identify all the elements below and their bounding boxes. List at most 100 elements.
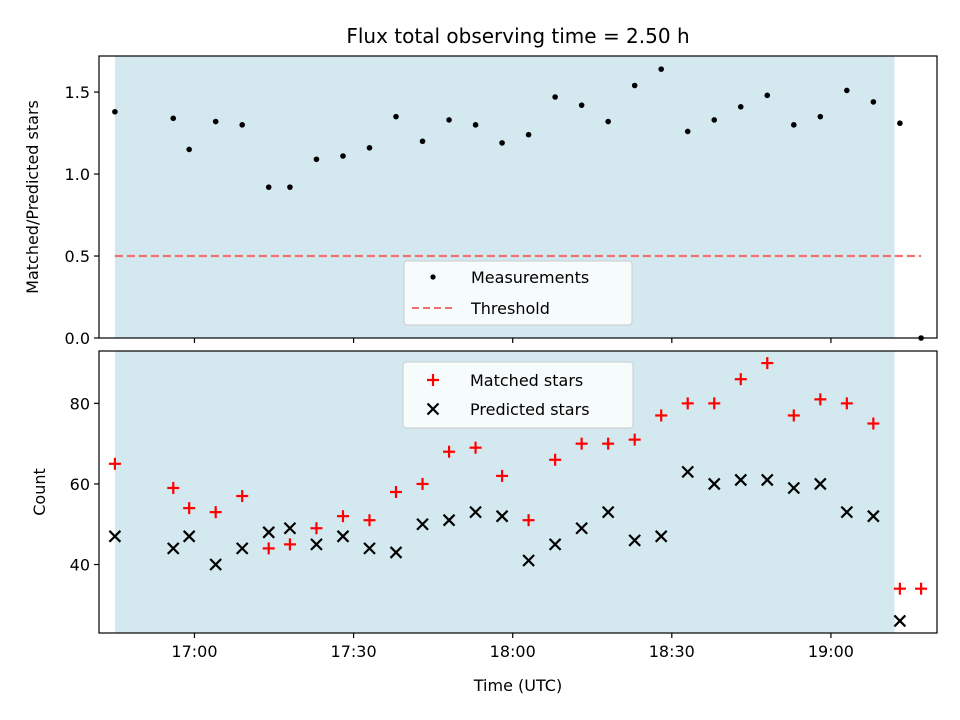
predicted-point-13 [442, 513, 456, 527]
predicted-point-17 [548, 538, 562, 551]
matched-point-11 [390, 486, 403, 498]
predicted-point-19-b [601, 505, 615, 519]
measurement-point-22 [684, 128, 691, 135]
predicted-point-7 [283, 521, 297, 535]
predicted-point-8-b [310, 538, 323, 551]
matched-point-22 [681, 397, 694, 410]
count-legend-box [402, 361, 634, 429]
measurement-point-27 [817, 113, 824, 120]
ratio-y-tick-label: 0.5 [65, 247, 90, 266]
predicted-point-6-b [262, 526, 275, 539]
matched-point-13 [443, 445, 456, 458]
matched-point-10 [363, 514, 376, 527]
measurement-point-7 [287, 184, 293, 190]
predicted-point-26-b [787, 481, 801, 495]
matched-point-25 [761, 357, 774, 370]
predicted-point-15 [495, 509, 509, 523]
measurement-point-8 [313, 156, 320, 163]
predicted-point-17-b [548, 538, 562, 551]
count-panel: 40 60 80 17:00 17:30 18:00 18:30 19:00 Count T… [30, 350, 938, 695]
predicted-point-12 [416, 517, 429, 531]
measurement-point-13 [446, 117, 452, 123]
matched-point-6 [262, 542, 275, 555]
ratio-legend: Measurements Threshold [403, 260, 633, 326]
measurement-point-18 [578, 102, 585, 108]
predicted-point-28 [840, 505, 854, 519]
ratio-x-ticks [193, 338, 832, 343]
predicted-point-15-b [495, 509, 509, 523]
matched-point-8 [310, 522, 323, 535]
matched-point-4 [209, 506, 222, 519]
count-y-tick-label: 60 [70, 475, 90, 494]
predicted-point-21 [654, 530, 668, 543]
predicted-point-6 [262, 526, 275, 539]
predicted-point-30 [893, 614, 907, 628]
predicted-point-22 [681, 465, 694, 479]
count-legend: Matched stars Predicted stars [402, 361, 634, 429]
matched-point-3 [183, 502, 196, 515]
legend-matched-label: Matched stars [470, 371, 583, 390]
measurement-point-19 [605, 118, 611, 125]
predicted-point-25 [761, 473, 774, 487]
count-x-tick-label: 19:00 [808, 642, 854, 661]
matched-point-29 [867, 417, 880, 430]
count-y-ticks: 40 60 80 [70, 394, 99, 575]
matched-point-30 [893, 582, 906, 595]
measurement-point-20 [631, 82, 638, 89]
predicted-point-3-b [182, 530, 196, 543]
predicted-point-21-b [654, 530, 668, 543]
matched-point-21 [655, 409, 668, 422]
predicted-point-29 [867, 509, 880, 523]
ratio-y-axis-label: Matched/Predicted stars [23, 100, 42, 294]
predicted-point-20 [628, 534, 641, 547]
measurement-point-26 [790, 122, 797, 128]
measurement-point-14 [472, 122, 479, 128]
predicted-point-16 [522, 554, 535, 567]
predicted-point-7-b [283, 521, 297, 535]
measurement-point-3 [186, 146, 192, 153]
measurement-point-6 [265, 184, 272, 190]
count-y-axis-label: Count [30, 468, 49, 516]
predicted-point-23-b [707, 477, 721, 491]
count-panel-frame [98, 350, 938, 634]
count-x-tick-label: 17:00 [171, 642, 217, 661]
matched-point-2 [167, 481, 180, 494]
matched-point-5 [236, 490, 249, 503]
predicted-point-2 [166, 542, 180, 555]
count-x-tick-label: 18:30 [649, 642, 695, 661]
matched-point-9 [336, 510, 349, 523]
predicted-point-10 [363, 542, 376, 555]
predicted-point-27-b [814, 477, 827, 491]
predicted-point-8 [310, 538, 323, 551]
ratio-y-ticks: 0.0 0.5 1.0 1.5 [65, 83, 99, 348]
predicted-point-24-b [734, 473, 748, 487]
measurement-point-29 [870, 99, 877, 105]
predicted-point-3 [182, 530, 196, 543]
legend-matched-marker [427, 374, 439, 386]
ratio-legend-box [403, 260, 633, 326]
measurement-point-24 [737, 104, 744, 110]
legend-predicted-label: Predicted stars [470, 400, 590, 419]
predicted-point-25-b [761, 473, 774, 487]
measurement-point-21 [658, 66, 665, 72]
measurement-point-16 [525, 131, 532, 138]
predicted-point-13-b [442, 513, 456, 527]
ratio-y-tick-label: 0.0 [65, 329, 90, 348]
predicted-point-9 [336, 530, 350, 543]
legend-measurements-marker [430, 274, 436, 280]
legend-threshold-label: Threshold [470, 299, 550, 318]
matched-point-23 [708, 397, 721, 410]
predicted-point-18-b [575, 521, 588, 535]
x-axis-label: Time (UTC) [473, 676, 562, 695]
matched-point-18 [575, 437, 588, 450]
predicted-point-28-b [840, 505, 854, 519]
predicted-point-27 [814, 477, 827, 491]
measurement-point-17 [552, 94, 558, 100]
ratio-panel-frame [98, 55, 938, 339]
ratio-y-tick-label: 1.0 [65, 165, 90, 184]
predicted-point-18 [575, 521, 588, 535]
predicted-point-4 [209, 558, 222, 571]
count-x-tick-label: 18:00 [490, 642, 536, 661]
measurement-point-25 [764, 92, 771, 99]
